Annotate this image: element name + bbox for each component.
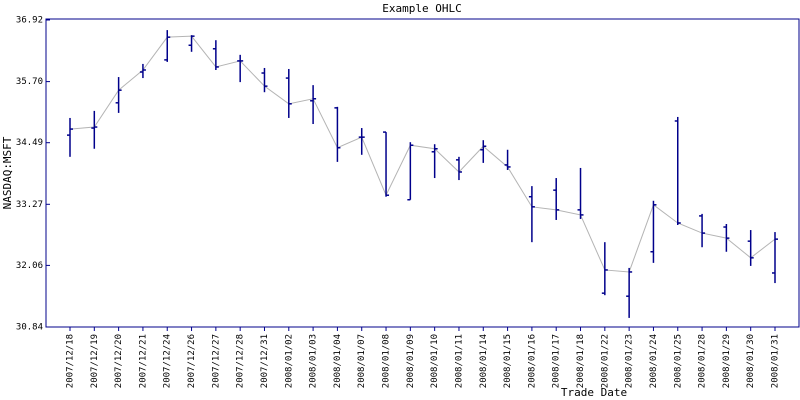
- x-tick-label: 2007/12/18: [66, 334, 76, 388]
- x-tick-label: 2008/01/04: [333, 334, 343, 388]
- chart-title: Example OHLC: [382, 2, 461, 15]
- x-tick-label: 2008/01/11: [454, 334, 464, 388]
- x-tick-label: 2008/01/31: [771, 334, 781, 388]
- x-tick-label: 2008/01/07: [357, 334, 367, 388]
- x-tick-label: 2008/01/03: [309, 334, 319, 388]
- y-tick-label: 34.49: [16, 138, 43, 148]
- y-axis-label: NASDAQ:MSFT: [1, 136, 14, 209]
- x-tick-label: 2008/01/09: [406, 334, 416, 388]
- x-tick-label: 2007/12/24: [163, 334, 173, 388]
- x-tick-label: 2008/01/17: [552, 334, 562, 388]
- y-tick-label: 30.84: [16, 323, 43, 333]
- close-line: [69, 35, 776, 273]
- x-tick-label: 2007/12/27: [211, 334, 221, 388]
- x-tick-label: 2007/12/20: [114, 334, 124, 388]
- x-tick-label: 2007/12/28: [236, 334, 246, 388]
- x-tick-label: 2007/12/21: [138, 334, 148, 388]
- x-tick-label: 2007/12/19: [90, 334, 100, 388]
- x-tick-label: 2007/12/26: [187, 334, 197, 388]
- x-tick-label: 2008/01/16: [527, 334, 537, 388]
- y-tick-label: 36.92: [16, 16, 43, 26]
- x-tick-label: 2008/01/25: [673, 334, 683, 388]
- x-tick-label: 2008/01/30: [746, 334, 756, 388]
- x-tick-label: 2008/01/18: [576, 334, 586, 388]
- x-tick-label: 2008/01/28: [698, 334, 708, 388]
- x-tick-label: 2008/01/02: [284, 334, 294, 388]
- y-tick-label: 32.06: [16, 261, 43, 271]
- x-tick-label: 2008/01/10: [430, 334, 440, 388]
- x-tick-label: 2008/01/14: [479, 334, 489, 388]
- x-tick-label: 2008/01/29: [722, 334, 732, 388]
- x-tick-label: 2008/01/08: [382, 334, 392, 388]
- plot-frame: [45, 18, 800, 328]
- x-axis-label: Trade Date: [561, 386, 627, 399]
- y-tick-label: 35.70: [16, 77, 43, 87]
- x-tick-label: 2007/12/31: [260, 334, 270, 388]
- x-tick-label: 2008/01/24: [649, 334, 659, 388]
- x-tick-label: 2008/01/22: [600, 334, 610, 388]
- y-tick-label: 33.27: [16, 200, 43, 210]
- x-tick-label: 2008/01/23: [625, 334, 635, 388]
- x-tick-label: 2008/01/15: [503, 334, 513, 388]
